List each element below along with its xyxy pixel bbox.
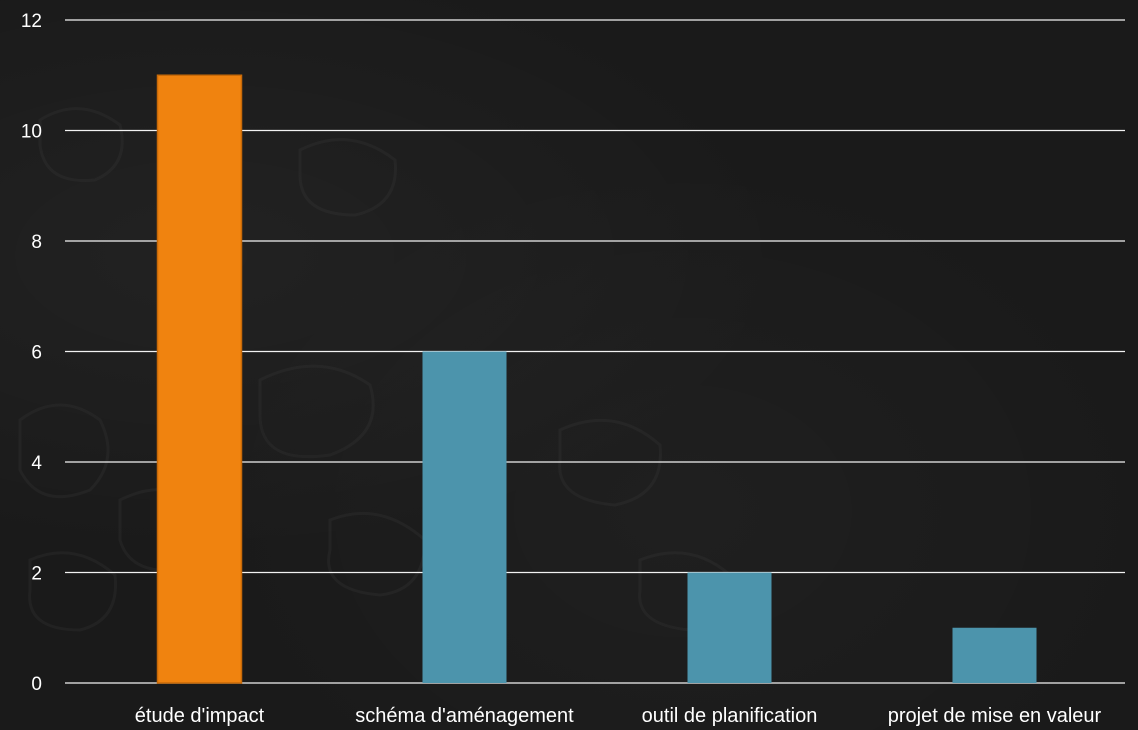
y-tick-label: 12	[21, 11, 42, 32]
bar-3	[952, 627, 1037, 683]
x-category-label: projet de mise en valeur	[888, 705, 1102, 727]
x-category-label: schéma d'aménagement	[355, 705, 574, 727]
y-tick-label: 10	[21, 122, 42, 143]
bars	[156, 74, 1037, 684]
bar-2	[687, 572, 772, 683]
bar-1	[422, 351, 507, 683]
x-axis-labels: étude d'impact schéma d'aménagement outil …	[135, 705, 1102, 727]
bar-0	[156, 74, 243, 684]
y-axis-ticks: 0 2 4 6 8 10 12	[21, 11, 43, 695]
x-category-label: étude d'impact	[135, 705, 265, 727]
y-tick-label: 6	[31, 343, 42, 364]
y-tick-label: 4	[31, 453, 42, 474]
y-tick-label: 8	[31, 232, 42, 253]
y-tick-label: 0	[31, 674, 42, 695]
x-category-label: outil de planification	[642, 705, 818, 727]
y-tick-label: 2	[31, 564, 42, 585]
background-texture	[20, 109, 731, 630]
